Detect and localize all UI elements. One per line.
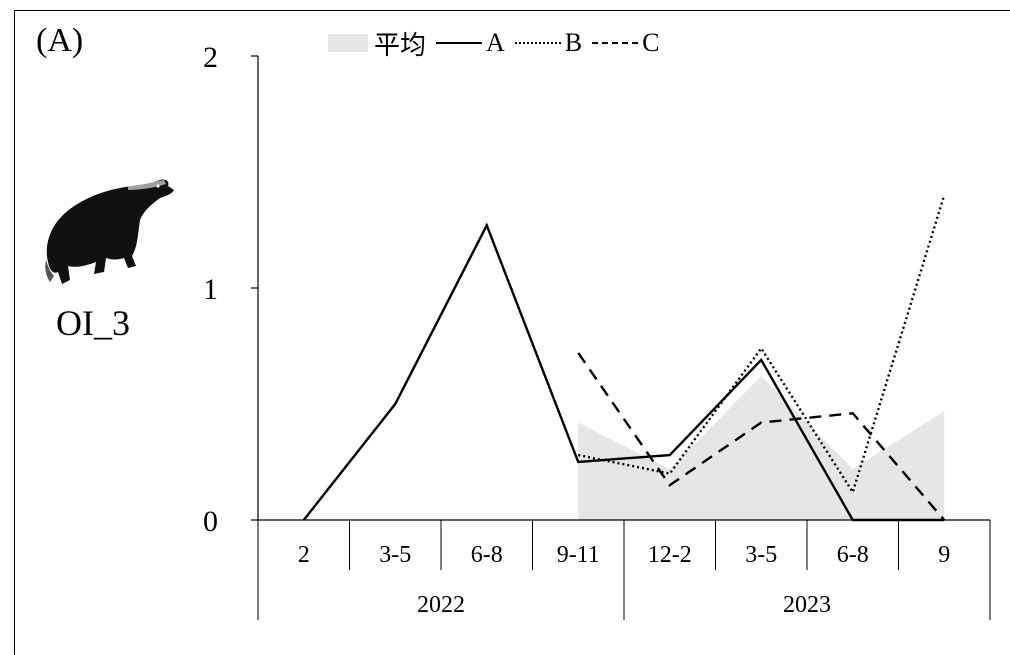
legend-item-c: C [592, 28, 659, 58]
x-tick-label: 12-2 [648, 542, 692, 568]
legend-label-b: B [564, 28, 583, 57]
figure-frame [14, 10, 1010, 655]
legend-swatch-b [514, 42, 561, 44]
y-tick-label: 0 [203, 505, 218, 538]
legend-label-c: C [642, 28, 660, 57]
legend-label-a: A [486, 28, 505, 57]
species-label: OI_3 [56, 303, 130, 343]
panel-label: (A) [36, 22, 84, 59]
y-tick-label: 2 [203, 41, 218, 74]
x-tick-label: 2 [298, 542, 310, 568]
x-tick-label: 6-8 [471, 542, 503, 568]
x-tick-label: 3-5 [379, 542, 411, 568]
badger-silhouette-icon [45, 179, 174, 284]
legend-item-b: B [514, 28, 583, 58]
legend-item-a: A [436, 28, 505, 58]
x-tick-label: 6-8 [837, 542, 869, 568]
series-line-c [577, 352, 946, 521]
legend-swatch-a [436, 42, 483, 44]
x-tick-label: 9 [938, 542, 950, 568]
series-area-mean [578, 376, 945, 520]
series-line-a [302, 222, 945, 522]
x-tick-label: 3-5 [745, 542, 777, 568]
x-tick-label: 9-11 [557, 542, 600, 568]
chart-legend: 平均 A B C [328, 26, 669, 60]
x-group-label: 2023 [783, 592, 831, 618]
x-group-label: 2022 [417, 592, 465, 618]
y-tick-label: 1 [203, 273, 218, 306]
legend-swatch-c [592, 42, 639, 44]
legend-swatch-mean [328, 34, 368, 52]
legend-item-mean: 平均 [328, 25, 426, 62]
legend-label-mean: 平均 [374, 30, 427, 60]
